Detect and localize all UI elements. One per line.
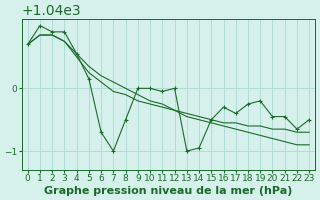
X-axis label: Graphe pression niveau de la mer (hPa): Graphe pression niveau de la mer (hPa)	[44, 186, 292, 196]
